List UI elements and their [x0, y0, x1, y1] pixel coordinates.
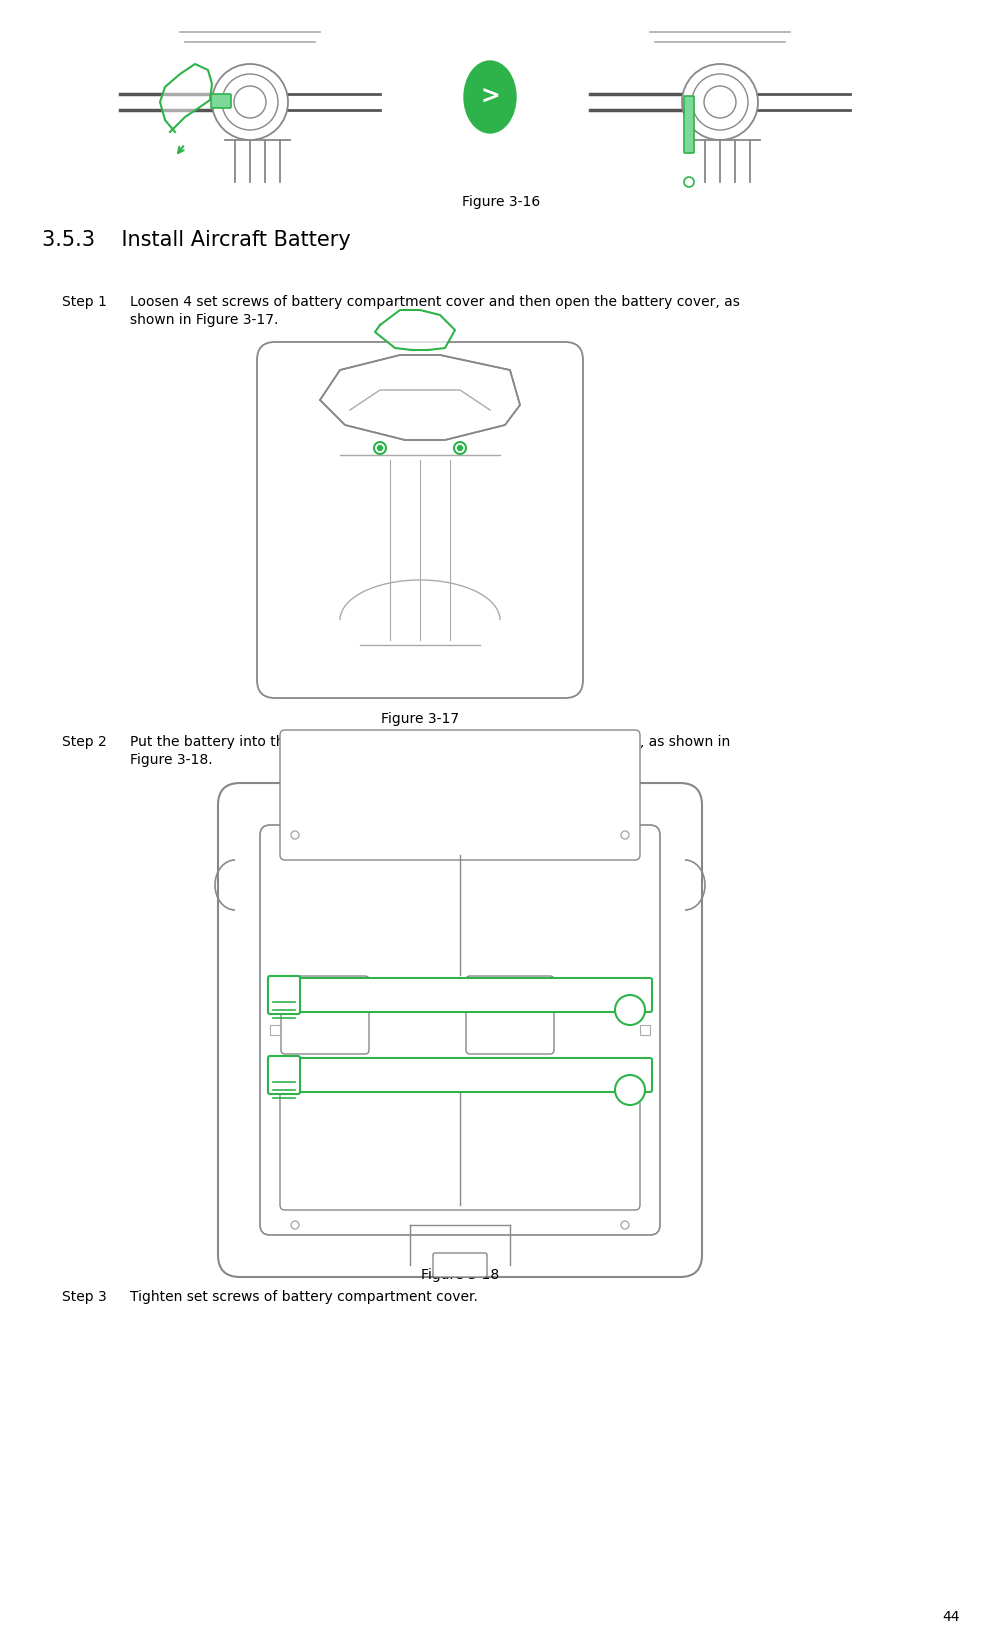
Bar — [640, 1026, 650, 1035]
Text: Loosen 4 set screws of battery compartment cover and then open the battery cover: Loosen 4 set screws of battery compartme… — [130, 295, 739, 309]
Circle shape — [692, 73, 748, 130]
FancyBboxPatch shape — [257, 342, 583, 698]
Text: 44: 44 — [943, 1610, 960, 1625]
Text: Step 1: Step 1 — [62, 295, 107, 309]
Text: Tighten set screws of battery compartment cover.: Tighten set screws of battery compartmen… — [130, 1289, 478, 1304]
Circle shape — [295, 1070, 305, 1079]
Text: Figure 3-18.: Figure 3-18. — [130, 754, 212, 767]
Text: Step 2: Step 2 — [62, 734, 107, 749]
Circle shape — [234, 86, 266, 117]
Text: Figure 3-18: Figure 3-18 — [421, 1268, 499, 1281]
FancyBboxPatch shape — [466, 977, 554, 1053]
FancyBboxPatch shape — [268, 1058, 652, 1092]
FancyBboxPatch shape — [433, 1254, 487, 1276]
Circle shape — [615, 1070, 625, 1079]
Text: Figure 3-17: Figure 3-17 — [381, 711, 459, 726]
Polygon shape — [375, 309, 455, 350]
FancyBboxPatch shape — [260, 825, 660, 1236]
FancyBboxPatch shape — [211, 94, 231, 107]
Circle shape — [458, 446, 463, 451]
Circle shape — [454, 441, 466, 454]
Polygon shape — [160, 63, 212, 132]
Ellipse shape — [464, 60, 516, 133]
Text: Step 3: Step 3 — [62, 1289, 107, 1304]
FancyBboxPatch shape — [280, 729, 640, 860]
FancyBboxPatch shape — [268, 978, 652, 1013]
Circle shape — [615, 995, 645, 1026]
FancyBboxPatch shape — [268, 1057, 300, 1094]
Text: shown in Figure 3-17.: shown in Figure 3-17. — [130, 313, 279, 327]
Circle shape — [222, 73, 278, 130]
FancyBboxPatch shape — [281, 977, 369, 1053]
Circle shape — [621, 830, 629, 838]
FancyBboxPatch shape — [684, 96, 694, 153]
FancyBboxPatch shape — [268, 977, 300, 1014]
FancyBboxPatch shape — [280, 1079, 640, 1210]
Circle shape — [291, 830, 299, 838]
Text: >: > — [480, 85, 500, 109]
Circle shape — [212, 63, 288, 140]
Text: 3.5.3    Install Aircraft Battery: 3.5.3 Install Aircraft Battery — [42, 230, 351, 251]
Circle shape — [684, 177, 694, 187]
Polygon shape — [320, 355, 520, 440]
Bar — [270, 1026, 280, 1035]
Text: Put the battery into the aircraft horizontally, fasten the fixing band firmly, a: Put the battery into the aircraft horizo… — [130, 734, 730, 749]
Circle shape — [291, 1221, 299, 1229]
Circle shape — [615, 1074, 645, 1105]
Circle shape — [621, 1221, 629, 1229]
Circle shape — [378, 446, 383, 451]
Text: Figure 3-16: Figure 3-16 — [462, 195, 540, 208]
Circle shape — [704, 86, 736, 117]
FancyBboxPatch shape — [218, 783, 702, 1276]
Circle shape — [374, 441, 386, 454]
Circle shape — [682, 63, 758, 140]
